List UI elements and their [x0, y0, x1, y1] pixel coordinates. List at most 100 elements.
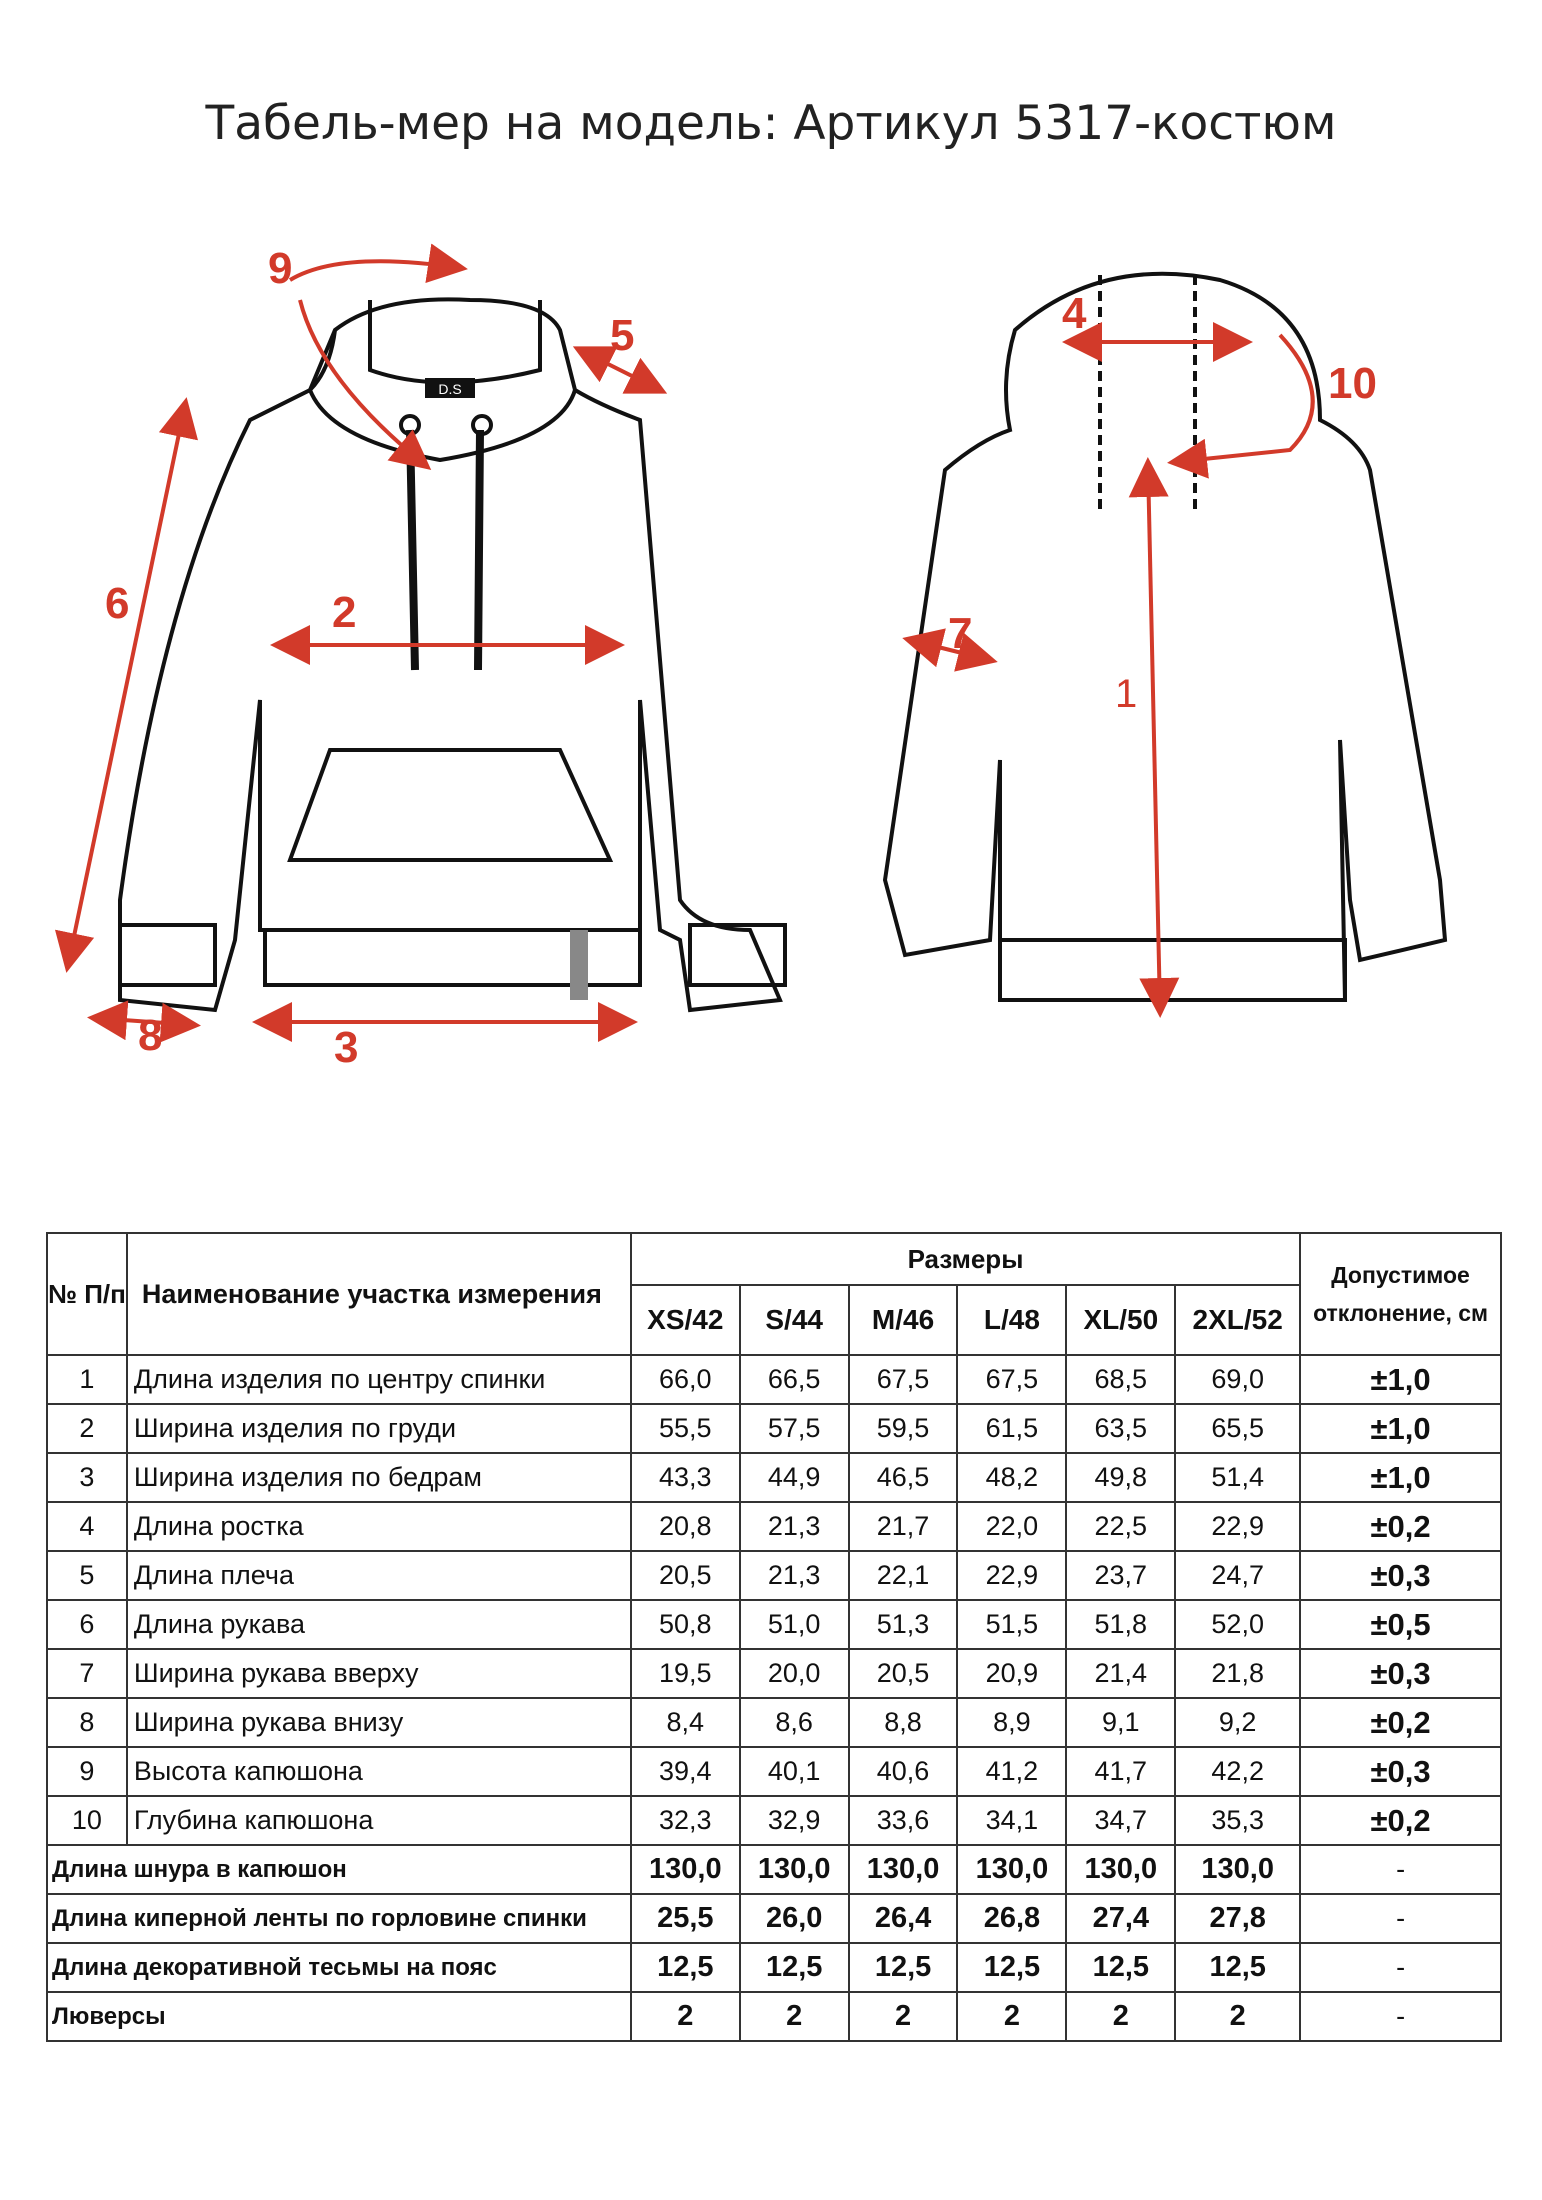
size-value: 27,8 — [1174, 1893, 1302, 1944]
label-7: 7 — [948, 609, 972, 658]
size-value: 12,5 — [956, 1942, 1068, 1993]
tolerance-value: ±0,2 — [1299, 1501, 1502, 1552]
row-number: 5 — [46, 1550, 128, 1601]
label-10: 10 — [1328, 359, 1377, 408]
label-8: 8 — [138, 1011, 162, 1060]
tolerance-value: - — [1299, 1893, 1502, 1944]
table-row: 6 Длина рукава 50,8 51,0 51,3 51,5 51,8 52,0 ±0,… — [46, 1599, 1502, 1650]
label-4: 4 — [1062, 289, 1087, 338]
size-value: 69,0 — [1174, 1354, 1302, 1405]
size-value: 20,9 — [956, 1648, 1068, 1699]
size-value: 2 — [1065, 1991, 1177, 2042]
size-value: 12,5 — [1065, 1942, 1177, 1993]
row-name: Длина киперной ленты по горловине спинки — [46, 1893, 632, 1944]
table-row-extra: Длина декоративной тесьмы на пояс 12,5 12,… — [46, 1942, 1502, 1993]
row-number: 8 — [46, 1697, 128, 1748]
header-num: № П/п — [46, 1232, 128, 1356]
size-value: 2 — [738, 1991, 850, 2042]
table-row: 4 Длина ростка 20,8 21,3 21,7 22,0 22,5 22,9 ±0,… — [46, 1501, 1502, 1552]
header-size-l-48: L/48 — [956, 1284, 1068, 1356]
size-value: 68,5 — [1065, 1354, 1177, 1405]
row-number: 10 — [46, 1795, 128, 1846]
tolerance-value: ±1,0 — [1299, 1452, 1502, 1503]
header-size-2xl-52: 2XL/52 — [1174, 1284, 1302, 1356]
size-value: 26,0 — [738, 1893, 850, 1944]
table-row-extra: Длина шнура в капюшон 130,0 130,0 130,0 130,… — [46, 1844, 1502, 1895]
size-value: 39,4 — [629, 1746, 741, 1797]
table-row: 2 Ширина изделия по груди 55,5 57,5 59,5 61,5… — [46, 1403, 1502, 1454]
size-value: 20,0 — [738, 1648, 850, 1699]
size-value: 42,2 — [1174, 1746, 1302, 1797]
size-value: 9,2 — [1174, 1697, 1302, 1748]
table-row-extra: Люверсы 2 2 2 2 2 2- — [46, 1991, 1502, 2042]
page-title: Табель-мер на модель: Артикул 5317-костю… — [205, 96, 1337, 151]
row-name: Длина ростка — [125, 1501, 632, 1552]
label-9: 9 — [268, 244, 292, 293]
size-value: 8,4 — [629, 1697, 741, 1748]
row-name: Длина рукава — [125, 1599, 632, 1650]
label-2: 2 — [332, 588, 356, 637]
size-value: 8,6 — [738, 1697, 850, 1748]
size-value: 65,5 — [1174, 1403, 1302, 1454]
size-value: 51,4 — [1174, 1452, 1302, 1503]
size-value: 130,0 — [1174, 1844, 1302, 1895]
size-value: 24,7 — [1174, 1550, 1302, 1601]
size-value: 50,8 — [629, 1599, 741, 1650]
header-tolerance: Допустимое отклонение, см — [1299, 1232, 1502, 1356]
size-value: 44,9 — [738, 1452, 850, 1503]
row-name: Ширина рукава внизу — [125, 1697, 632, 1748]
size-value: 12,5 — [847, 1942, 959, 1993]
size-value: 21,3 — [738, 1501, 850, 1552]
header-size-xs-42: XS/42 — [629, 1284, 741, 1356]
size-value: 2 — [1174, 1991, 1302, 2042]
tolerance-value: - — [1299, 1844, 1502, 1895]
size-value: 61,5 — [956, 1403, 1068, 1454]
size-value: 22,0 — [956, 1501, 1068, 1552]
table-row: 8 Ширина рукава внизу 8,4 8,6 8,8 8,9 9,1 9,2 ±0… — [46, 1697, 1502, 1748]
tolerance-value: - — [1299, 1991, 1502, 2042]
row-number: 7 — [46, 1648, 128, 1699]
row-name: Ширина изделия по бедрам — [125, 1452, 632, 1503]
size-value: 20,8 — [629, 1501, 741, 1552]
size-value: 34,7 — [1065, 1795, 1177, 1846]
size-value: 55,5 — [629, 1403, 741, 1454]
size-value: 21,8 — [1174, 1648, 1302, 1699]
size-value: 46,5 — [847, 1452, 959, 1503]
size-value: 41,2 — [956, 1746, 1068, 1797]
size-value: 59,5 — [847, 1403, 959, 1454]
row-name: Люверсы — [46, 1991, 632, 2042]
size-value: 40,1 — [738, 1746, 850, 1797]
size-value: 66,5 — [738, 1354, 850, 1405]
row-name: Длина изделия по центру спинки — [125, 1354, 632, 1405]
size-value: 22,9 — [956, 1550, 1068, 1601]
header-size-xl-50: XL/50 — [1065, 1284, 1177, 1356]
tolerance-value: ±0,2 — [1299, 1795, 1502, 1846]
hoodie-measurement-diagram: D.S 9 5 6 2 8 3 4 10 7 1 — [54, 243, 1448, 1072]
size-value: 67,5 — [956, 1354, 1068, 1405]
header-name: Наименование участка измерения — [125, 1232, 632, 1356]
row-name: Длина декоративной тесьмы на пояс — [46, 1942, 632, 1993]
size-value: 23,7 — [1065, 1550, 1177, 1601]
size-value: 52,0 — [1174, 1599, 1302, 1650]
size-value: 22,9 — [1174, 1501, 1302, 1552]
header-size-m-46: M/46 — [847, 1284, 959, 1356]
label-5: 5 — [610, 311, 634, 360]
brand-label — [425, 378, 475, 398]
row-name: Ширина изделия по груди — [125, 1403, 632, 1454]
size-value: 51,0 — [738, 1599, 850, 1650]
table-row: 5 Длина плеча 20,5 21,3 22,1 22,9 23,7 24,7 ±0,3 — [46, 1550, 1502, 1601]
size-value: 8,9 — [956, 1697, 1068, 1748]
size-value: 12,5 — [629, 1942, 741, 1993]
size-value: 130,0 — [1065, 1844, 1177, 1895]
size-value: 27,4 — [1065, 1893, 1177, 1944]
label-3: 3 — [334, 1023, 358, 1072]
tolerance-value: ±0,3 — [1299, 1648, 1502, 1699]
size-value: 130,0 — [956, 1844, 1068, 1895]
size-value: 2 — [629, 1991, 741, 2042]
size-value: 48,2 — [956, 1452, 1068, 1503]
row-name: Высота капюшона — [125, 1746, 632, 1797]
size-value: 12,5 — [1174, 1942, 1302, 1993]
tolerance-value: ±0,5 — [1299, 1599, 1502, 1650]
size-value: 21,4 — [1065, 1648, 1177, 1699]
table-row: 3 Ширина изделия по бедрам 43,3 44,9 46,5 48,… — [46, 1452, 1502, 1503]
